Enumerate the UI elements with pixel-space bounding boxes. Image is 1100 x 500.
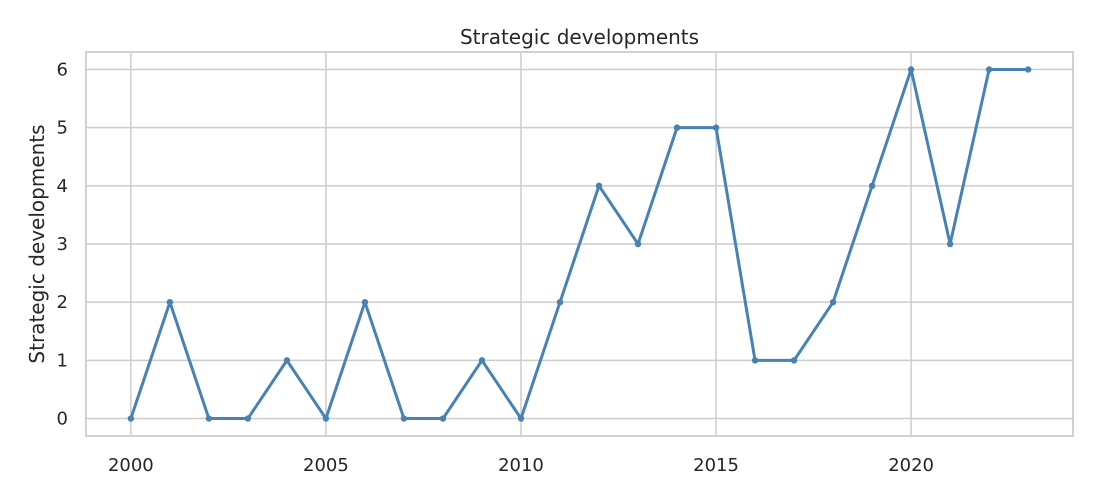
series-layer — [127, 66, 1032, 422]
data-point-2020 — [907, 66, 915, 73]
data-point-2004 — [283, 357, 291, 364]
data-point-2014 — [673, 124, 681, 131]
data-point-2022 — [985, 66, 993, 73]
plot-frame — [85, 51, 1074, 437]
x-tick-label-2020: 2020 — [888, 455, 934, 476]
y-axis-label: Strategic developments — [25, 124, 49, 363]
y-tick-label-3: 3 — [57, 234, 68, 255]
data-point-2023 — [1024, 66, 1032, 73]
data-point-2019 — [868, 182, 876, 190]
data-point-2018 — [829, 298, 837, 306]
data-point-2005 — [322, 415, 330, 422]
y-tick-label-1: 1 — [57, 350, 68, 371]
data-point-2011 — [556, 298, 564, 306]
y-tick-label-6: 6 — [57, 59, 68, 80]
data-point-2006 — [361, 298, 369, 306]
y-tick-label-2: 2 — [57, 292, 68, 313]
x-tick-label-2000: 2000 — [108, 455, 154, 476]
data-point-2017 — [790, 357, 798, 364]
x-tick-label-2010: 2010 — [498, 455, 544, 476]
data-point-2007 — [400, 415, 408, 422]
data-point-2003 — [244, 415, 252, 422]
y-tick-label-0: 0 — [57, 409, 68, 430]
data-point-2001 — [166, 298, 174, 306]
y-tick-label-5: 5 — [57, 118, 68, 139]
data-point-2021 — [946, 240, 954, 248]
data-point-2016 — [751, 357, 759, 364]
data-point-2012 — [595, 182, 603, 190]
data-point-2013 — [634, 240, 642, 248]
chart-title: Strategic developments — [460, 25, 699, 49]
data-point-2009 — [478, 357, 486, 364]
y-tick-labels: 0 1 2 3 4 5 6 — [57, 59, 68, 429]
x-tick-labels: 2000 2005 2010 2015 2020 — [108, 455, 934, 476]
data-point-2015 — [712, 124, 720, 131]
data-point-2002 — [205, 415, 213, 422]
y-tick-label-4: 4 — [57, 176, 68, 197]
data-point-2008 — [439, 415, 447, 422]
data-point-2000 — [127, 415, 135, 422]
x-tick-label-2015: 2015 — [693, 455, 739, 476]
x-tick-label-2005: 2005 — [303, 455, 349, 476]
data-point-2010 — [517, 415, 525, 422]
series-line-0 — [129, 67, 1030, 421]
